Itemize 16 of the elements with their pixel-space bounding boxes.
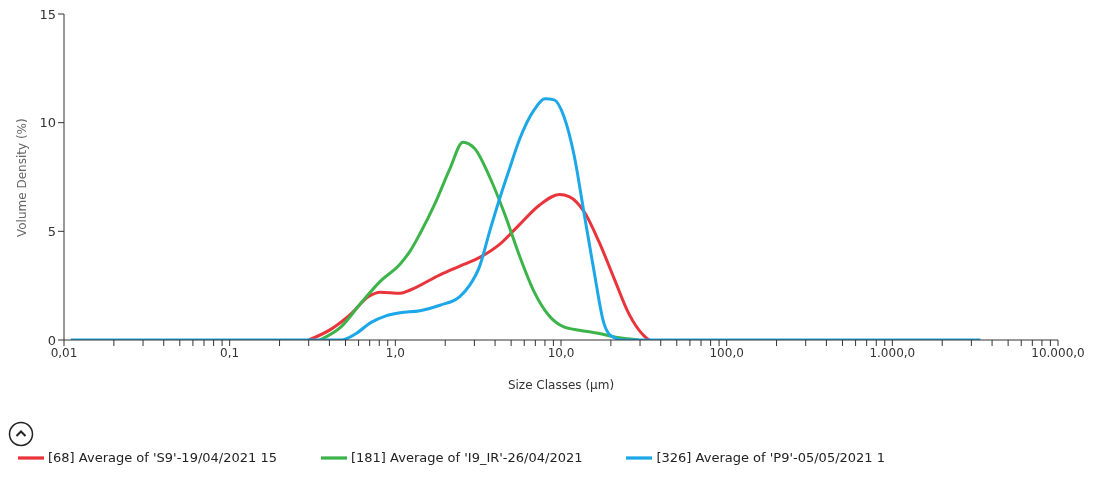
y-axis-title: Volume Density (%) xyxy=(15,118,30,237)
x-axis-title: Size Classes (µm) xyxy=(507,377,615,392)
y-tick-label: 10 xyxy=(39,115,56,131)
x-tick-label: 1,0 xyxy=(385,345,405,360)
x-tick-label: 10.000,0 xyxy=(1031,345,1085,360)
x-tick-label: 100,0 xyxy=(709,345,744,360)
legend-label: [68] Average of 'S9'-19/04/2021 15 xyxy=(48,449,277,465)
x-tick-label: 1.000,0 xyxy=(869,345,916,360)
x-tick-label: 0,1 xyxy=(220,345,240,360)
x-tick-label: 0,01 xyxy=(50,345,78,360)
y-tick-label: 5 xyxy=(47,223,56,239)
legend-label: [326] Average of 'P9'-05/05/2021 1 xyxy=(656,449,886,465)
y-tick-label: 0 xyxy=(47,332,56,348)
y-tick-label: 15 xyxy=(39,6,56,22)
x-tick-label: 10,0 xyxy=(547,345,575,360)
legend-label: [181] Average of 'I9_IR'-26/04/2021 xyxy=(350,449,583,465)
